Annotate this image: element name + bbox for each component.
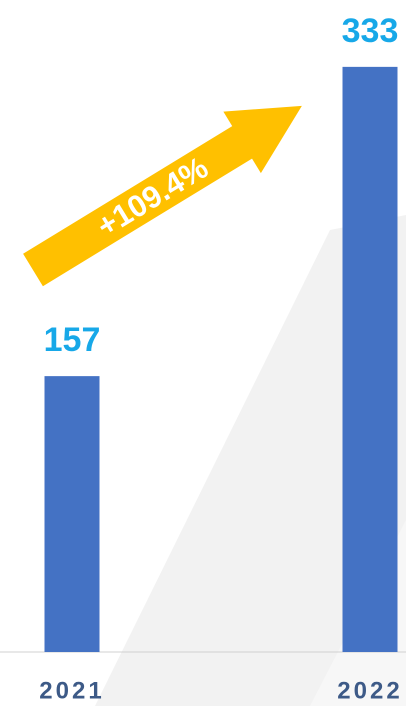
- x-tick-label: 2021: [39, 677, 104, 704]
- background-shape: [95, 215, 406, 706]
- bar: [44, 376, 100, 652]
- value-label: 333: [342, 12, 399, 50]
- value-label: 157: [44, 321, 101, 359]
- growth-label: +109.4%: [91, 150, 214, 244]
- x-tick-label: 2022: [337, 677, 402, 704]
- arrow-shape: [23, 105, 302, 287]
- growth-arrow: +109.4%: [23, 105, 302, 287]
- bar: [342, 66, 398, 652]
